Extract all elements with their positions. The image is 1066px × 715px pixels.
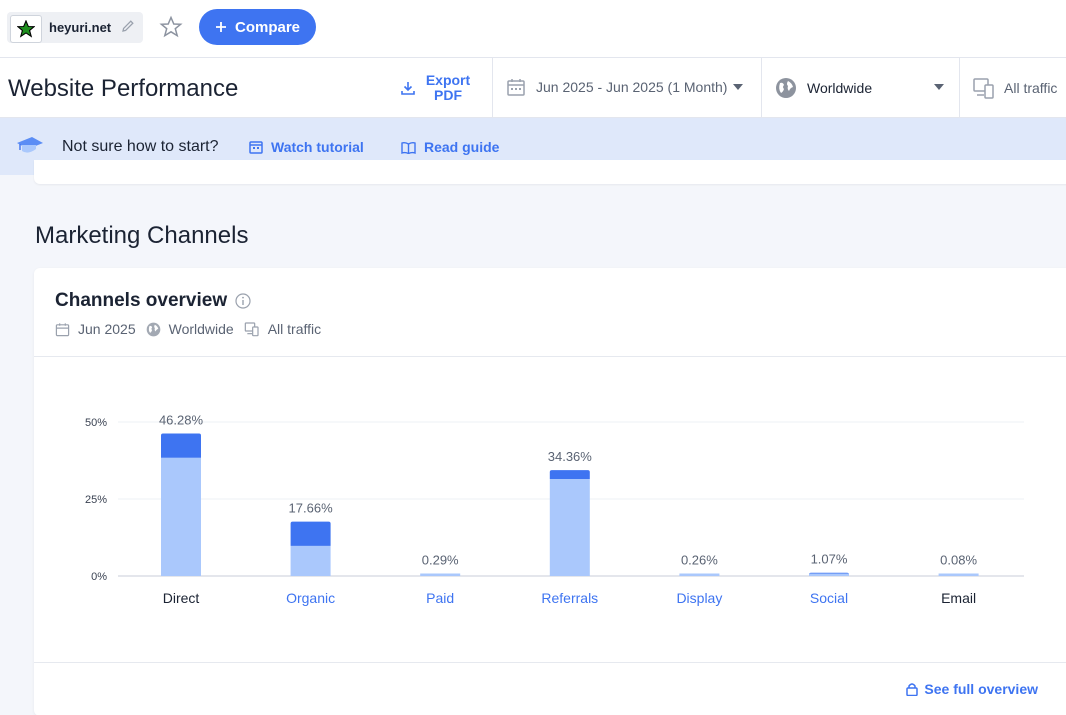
bar-segment-light xyxy=(679,573,720,576)
section-title: Marketing Channels xyxy=(35,222,249,249)
country-dropdown[interactable]: Worldwide xyxy=(775,77,872,99)
bar-segment-light xyxy=(290,545,331,576)
bar-segment-light xyxy=(938,573,979,576)
calendar-icon xyxy=(55,322,70,336)
video-icon xyxy=(249,140,263,154)
compare-button[interactable]: Compare xyxy=(199,9,316,45)
site-chip[interactable]: heyuri.net xyxy=(7,12,143,43)
bar-value-label: 0.08% xyxy=(940,553,977,568)
page-header: Website Performance Export PDF Jun 2025 … xyxy=(0,58,1066,118)
globe-icon xyxy=(146,322,160,336)
y-tick-label: 50% xyxy=(85,417,107,429)
card-divider xyxy=(34,662,1066,663)
watch-tutorial-label: Watch tutorial xyxy=(271,139,364,155)
export-pdf-button[interactable]: Export PDF xyxy=(400,73,472,103)
category-label[interactable]: Organic xyxy=(286,590,335,606)
download-icon xyxy=(401,82,415,95)
bar-segment-dark xyxy=(290,521,331,546)
country-label: Worldwide xyxy=(807,80,873,96)
see-full-overview-label: See full overview xyxy=(924,681,1038,697)
lock-icon xyxy=(906,683,919,696)
previous-card-bottom xyxy=(34,160,1066,184)
site-favicon-icon xyxy=(10,15,42,43)
see-full-overview-link[interactable]: See full overview xyxy=(906,681,1038,697)
caret-down-icon[interactable] xyxy=(934,84,944,90)
read-guide-link[interactable]: Read guide xyxy=(401,139,499,155)
globe-icon xyxy=(776,78,796,98)
bar-segment-light xyxy=(161,457,201,576)
category-label: Email xyxy=(941,590,976,606)
bar-value-label: 0.29% xyxy=(422,553,459,568)
card-divider xyxy=(34,356,1066,357)
bar-value-label: 1.07% xyxy=(811,552,848,567)
channels-overview-card: Channels overview Jun 2025 Worldwide All… xyxy=(34,268,1066,715)
site-name: heyuri.net xyxy=(49,20,112,35)
page-title: Website Performance xyxy=(8,75,239,102)
export-pdf-label: Export PDF xyxy=(425,72,471,103)
compare-label: Compare xyxy=(234,18,301,36)
channels-bar-chart: 0% 25% 50% 46.28% Direct 17.66% Organic 0.29% Pa… xyxy=(85,412,1024,606)
header-divider xyxy=(761,58,762,118)
devices-icon xyxy=(244,322,259,337)
category-label[interactable]: Social xyxy=(810,590,848,606)
devices-icon xyxy=(973,78,994,99)
bar-segment-light xyxy=(420,573,461,576)
date-range-dropdown[interactable]: Jun 2025 - Jun 2025 (1 Month) xyxy=(506,77,744,97)
header-divider xyxy=(492,58,493,118)
y-tick-label: 25% xyxy=(85,494,107,506)
calendar-icon xyxy=(507,79,525,96)
plus-icon xyxy=(215,22,226,32)
traffic-label: All traffic xyxy=(1004,80,1058,96)
y-tick-label: 0% xyxy=(91,571,107,583)
bar-value-label: 46.28% xyxy=(159,412,204,427)
caret-down-icon xyxy=(733,84,744,90)
card-title-text: Channels overview xyxy=(55,290,228,311)
meta-geo: Worldwide xyxy=(168,321,234,337)
top-bar: heyuri.net Compare xyxy=(0,0,1066,58)
watch-tutorial-link[interactable]: Watch tutorial xyxy=(249,139,364,155)
edit-pencil-icon[interactable] xyxy=(120,18,136,34)
favorite-star-icon[interactable] xyxy=(159,15,183,39)
read-guide-label: Read guide xyxy=(424,139,500,155)
bar-value-label: 17.66% xyxy=(289,501,334,516)
graduation-cap-icon xyxy=(17,137,43,153)
category-label[interactable]: Paid xyxy=(426,590,454,606)
bar-value-label: 34.36% xyxy=(548,449,593,464)
banner-question: Not sure how to start? xyxy=(62,138,219,155)
traffic-type-dropdown[interactable]: All traffic xyxy=(972,76,1057,100)
bar-segment-dark xyxy=(809,572,849,575)
info-icon[interactable] xyxy=(235,293,251,309)
category-label[interactable]: Display xyxy=(676,590,722,606)
bar-segment-light xyxy=(549,478,590,576)
category-label: Direct xyxy=(163,590,200,606)
meta-date: Jun 2025 xyxy=(78,321,136,337)
meta-traffic: All traffic xyxy=(267,321,322,337)
date-range-label: Jun 2025 - Jun 2025 (1 Month) xyxy=(536,79,728,95)
bar-segment-dark xyxy=(549,470,590,479)
card-meta: Jun 2025 Worldwide All traffic xyxy=(55,321,331,337)
header-divider xyxy=(959,58,960,118)
book-icon xyxy=(401,141,416,154)
bar-segment-light xyxy=(809,573,849,576)
card-title: Channels overview xyxy=(55,290,251,312)
bar-value-label: 0.26% xyxy=(681,553,718,568)
bar-segment-dark xyxy=(161,433,201,458)
category-label[interactable]: Referrals xyxy=(541,590,598,606)
